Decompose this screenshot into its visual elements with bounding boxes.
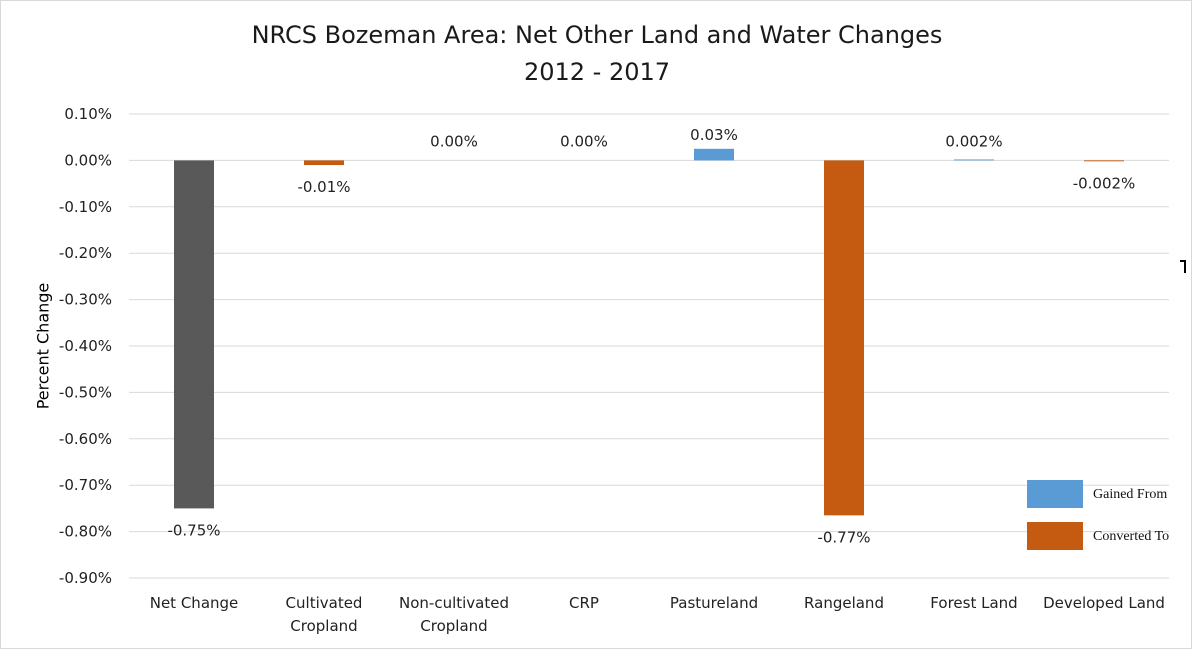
x-tick-label: Forest Land bbox=[930, 594, 1017, 612]
legend-swatch-gained bbox=[1027, 480, 1083, 508]
legend-swatch-converted bbox=[1027, 522, 1083, 550]
y-tick-label: -0.40% bbox=[59, 337, 112, 355]
chart-subtitle: 2012 - 2017 bbox=[523, 58, 671, 86]
bar-gained bbox=[694, 148, 734, 161]
y-tick-label: -0.30% bbox=[59, 291, 112, 309]
bar-gained bbox=[954, 159, 994, 161]
y-tick-label: -0.60% bbox=[59, 430, 112, 448]
bar-net bbox=[174, 160, 214, 509]
bar-converted bbox=[304, 160, 344, 166]
x-tick-label: Non-cultivated bbox=[399, 594, 509, 612]
edge-mark-icon bbox=[1180, 260, 1186, 273]
y-tick-label: -0.80% bbox=[59, 523, 112, 541]
data-label: -0.75% bbox=[167, 521, 220, 539]
y-tick-label: 0.00% bbox=[64, 151, 112, 169]
legend-label-gained: Gained From bbox=[1093, 487, 1167, 502]
x-tick-label: CRP bbox=[569, 594, 599, 612]
bar-converted bbox=[824, 160, 864, 516]
data-label: -0.77% bbox=[817, 528, 870, 546]
data-label: 0.00% bbox=[560, 132, 608, 150]
data-label: -0.01% bbox=[297, 178, 350, 196]
x-tick-label: Rangeland bbox=[804, 594, 884, 612]
data-label: 0.002% bbox=[945, 132, 1002, 150]
data-label: 0.00% bbox=[430, 132, 478, 150]
y-tick-label: -0.10% bbox=[59, 198, 112, 216]
y-tick-label: -0.70% bbox=[59, 476, 112, 494]
chart-title: NRCS Bozeman Area: Net Other Land and Wa… bbox=[251, 21, 943, 49]
y-tick-label: 0.10% bbox=[64, 105, 112, 123]
y-tick-label: -0.90% bbox=[59, 569, 112, 587]
x-tick-label: Net Change bbox=[150, 594, 239, 612]
x-tick-label: Cultivated bbox=[286, 594, 363, 612]
x-tick-label: Cropland bbox=[420, 617, 487, 635]
legend-label-converted: Converted To bbox=[1093, 529, 1169, 544]
bar-converted bbox=[1084, 160, 1124, 162]
x-tick-label: Cropland bbox=[290, 617, 357, 635]
data-label: -0.002% bbox=[1073, 174, 1136, 192]
y-tick-label: -0.50% bbox=[59, 383, 112, 401]
y-tick-label: -0.20% bbox=[59, 244, 112, 262]
x-tick-label: Developed Land bbox=[1043, 594, 1165, 612]
data-label: 0.03% bbox=[690, 126, 738, 144]
x-tick-label: Pastureland bbox=[670, 594, 758, 612]
